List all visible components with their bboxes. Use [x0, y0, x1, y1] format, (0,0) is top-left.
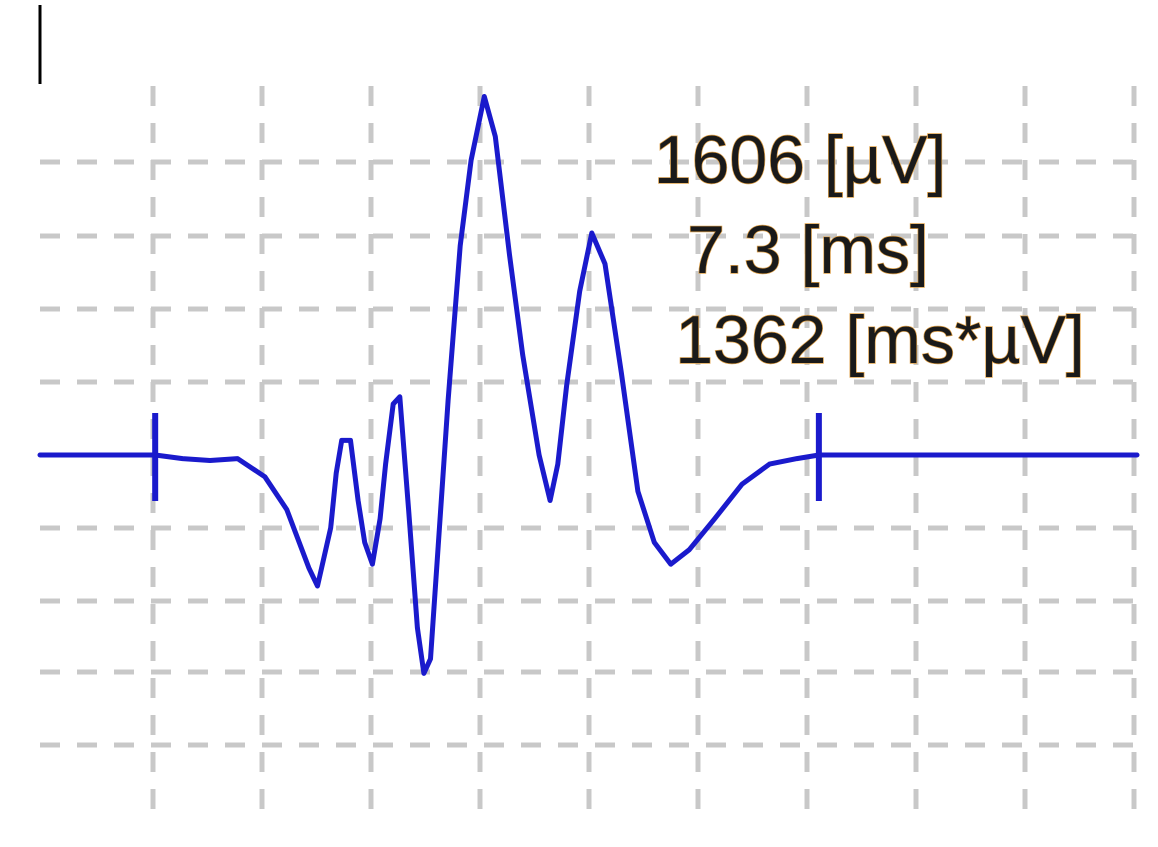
annotation-area: 1362 [ms*µV]	[675, 302, 1085, 378]
series-group	[37, 94, 1140, 676]
annotation-duration: 7.3 [ms]	[687, 212, 929, 288]
grid	[40, 86, 1137, 822]
waveform-series-line	[37, 94, 1140, 676]
annotation-group: 1606 [µV] 7.3 [ms] 1362 [ms*µV]	[653, 121, 1085, 378]
annotation-amplitude: 1606 [µV]	[654, 122, 947, 198]
marker-group	[152, 413, 822, 501]
